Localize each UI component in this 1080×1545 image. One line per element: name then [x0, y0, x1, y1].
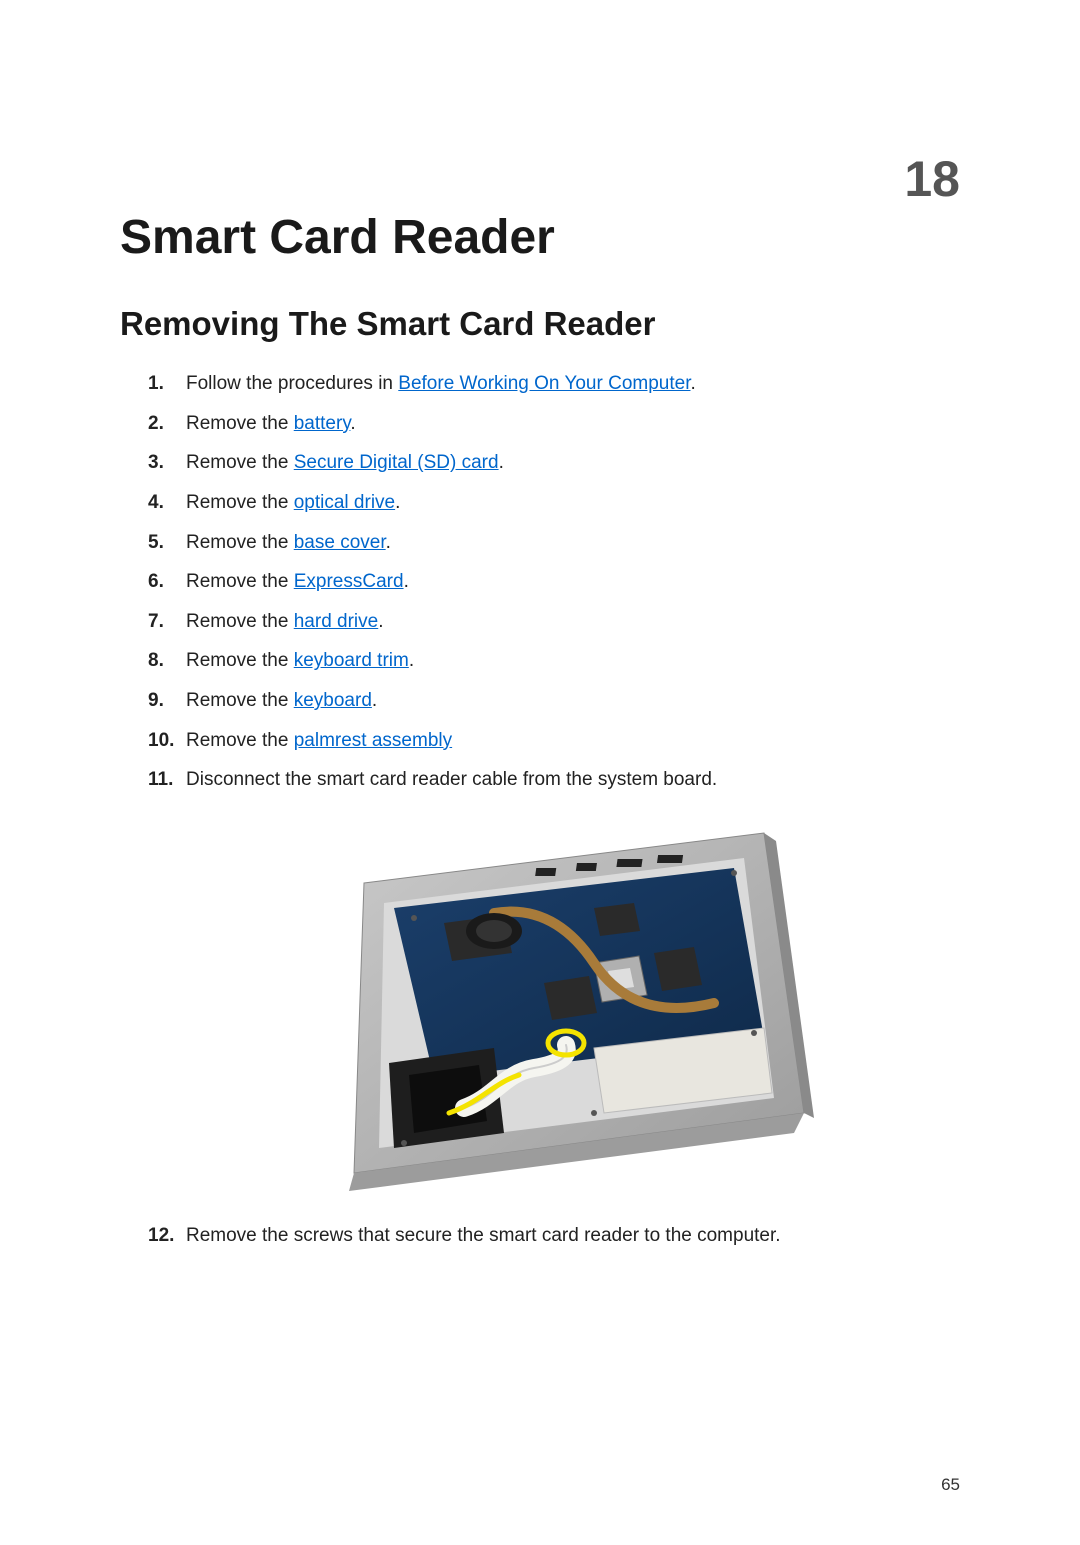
section-heading: Removing The Smart Card Reader [120, 305, 960, 343]
step-text: Follow the procedures in [186, 373, 398, 394]
cross-reference-link[interactable]: keyboard trim [294, 650, 409, 671]
step-text: Remove the [186, 532, 294, 553]
page-number: 65 [941, 1475, 960, 1495]
procedure-step: Remove the palmrest assembly [148, 728, 960, 754]
step-text: Remove the [186, 413, 294, 434]
cross-reference-link[interactable]: keyboard [294, 690, 372, 711]
step-text: Remove the [186, 650, 294, 671]
step-text: Disconnect the smart card reader cable f… [186, 769, 717, 790]
step-text: . [386, 532, 391, 553]
step-text: . [378, 611, 383, 632]
procedure-step: Follow the procedures in Before Working … [148, 371, 960, 397]
instruction-figure [148, 813, 960, 1193]
step-text: . [409, 650, 414, 671]
cross-reference-link[interactable]: Secure Digital (SD) card [294, 452, 499, 473]
procedure-step: Remove the hard drive. [148, 609, 960, 635]
cross-reference-link[interactable]: base cover [294, 532, 386, 553]
chapter-number: 18 [904, 150, 960, 208]
cross-reference-link[interactable]: battery [294, 413, 351, 434]
step-text: Remove the [186, 571, 294, 592]
step-text: Remove the [186, 730, 294, 751]
cross-reference-link[interactable]: palmrest assembly [294, 730, 452, 751]
procedure-step: Remove the keyboard trim. [148, 648, 960, 674]
procedure-step: Remove the optical drive. [148, 490, 960, 516]
step-text: Remove the screws that secure the smart … [186, 1225, 781, 1246]
cross-reference-link[interactable]: ExpressCard [294, 571, 404, 592]
step-text: Remove the [186, 611, 294, 632]
cross-reference-link[interactable]: Before Working On Your Computer [398, 373, 690, 394]
procedure-step: Remove the Secure Digital (SD) card. [148, 450, 960, 476]
step-text: Remove the [186, 492, 294, 513]
procedure-step: Remove the ExpressCard. [148, 569, 960, 595]
step-text: . [499, 452, 504, 473]
cross-reference-link[interactable]: hard drive [294, 611, 379, 632]
cross-reference-link[interactable]: optical drive [294, 492, 395, 513]
step-text: . [690, 373, 695, 394]
laptop-internals-illustration [294, 813, 814, 1193]
procedure-step: Remove the keyboard. [148, 688, 960, 714]
manual-page: 18 Smart Card Reader Removing The Smart … [0, 0, 1080, 1545]
step-text: . [372, 690, 377, 711]
step-text: . [350, 413, 355, 434]
procedure-step: Disconnect the smart card reader cable f… [148, 767, 960, 793]
step-text: Remove the [186, 690, 294, 711]
step-text: . [404, 571, 409, 592]
step-text: Remove the [186, 452, 294, 473]
procedure-step: Remove the battery. [148, 411, 960, 437]
step-text: . [395, 492, 400, 513]
procedure-step: Remove the screws that secure the smart … [148, 1223, 960, 1249]
page-title: Smart Card Reader [120, 210, 960, 265]
procedure-list: Follow the procedures in Before Working … [148, 371, 960, 1249]
procedure-step: Remove the base cover. [148, 530, 960, 556]
